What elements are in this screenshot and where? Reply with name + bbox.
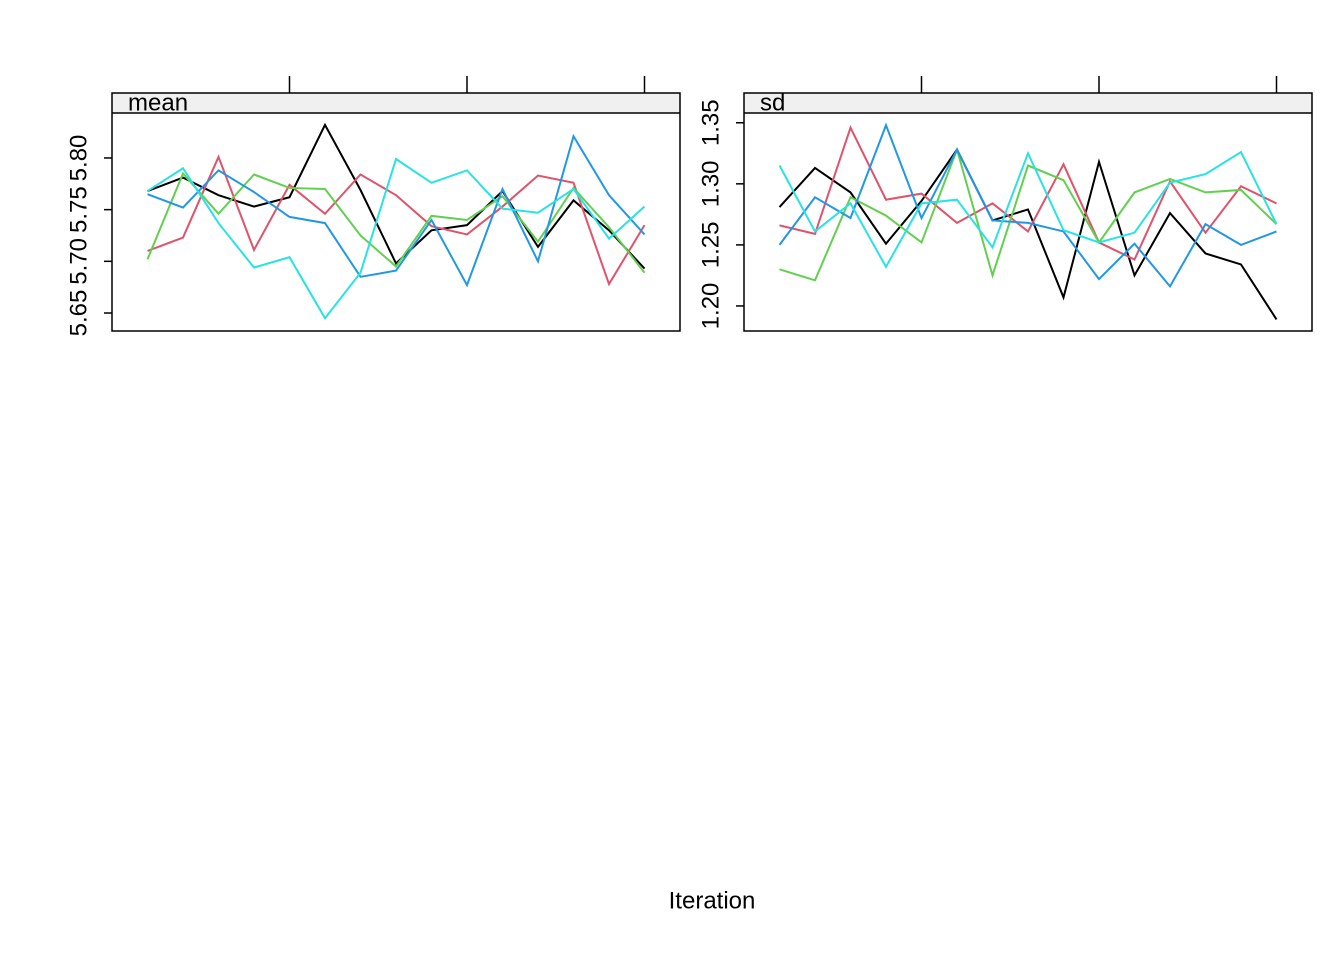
y-tick-label: 1.20 bbox=[697, 283, 724, 330]
y-tick-label: 5.70 bbox=[65, 238, 92, 285]
y-tick-label: 1.35 bbox=[697, 99, 724, 146]
series-line bbox=[146, 171, 646, 274]
y-tick-label: 5.65 bbox=[65, 290, 92, 337]
strip-group: mean bbox=[128, 89, 188, 116]
series-line bbox=[778, 150, 1278, 269]
panel-title: mean bbox=[128, 89, 188, 116]
panel-border bbox=[111, 92, 681, 332]
strip bbox=[744, 93, 1312, 113]
series-line bbox=[146, 157, 646, 320]
plot-area bbox=[146, 122, 646, 320]
y-tick-label: 5.75 bbox=[65, 186, 92, 233]
series-line bbox=[147, 133, 646, 288]
series-line bbox=[147, 122, 646, 270]
plot-area bbox=[778, 122, 1278, 320]
strip bbox=[112, 93, 680, 113]
strip-group: sd bbox=[760, 89, 785, 116]
y-tick-label: 1.30 bbox=[697, 160, 724, 207]
panel-border bbox=[743, 92, 1313, 332]
panel-title: sd bbox=[760, 89, 785, 116]
x-axis-label: Iteration bbox=[669, 887, 756, 914]
y-tick-label: 5.80 bbox=[65, 135, 92, 182]
series-line bbox=[779, 146, 1278, 282]
series-line bbox=[778, 122, 1277, 289]
series-line bbox=[778, 147, 1278, 320]
series-line bbox=[779, 125, 1277, 261]
y-tick-label: 1.25 bbox=[697, 222, 724, 269]
